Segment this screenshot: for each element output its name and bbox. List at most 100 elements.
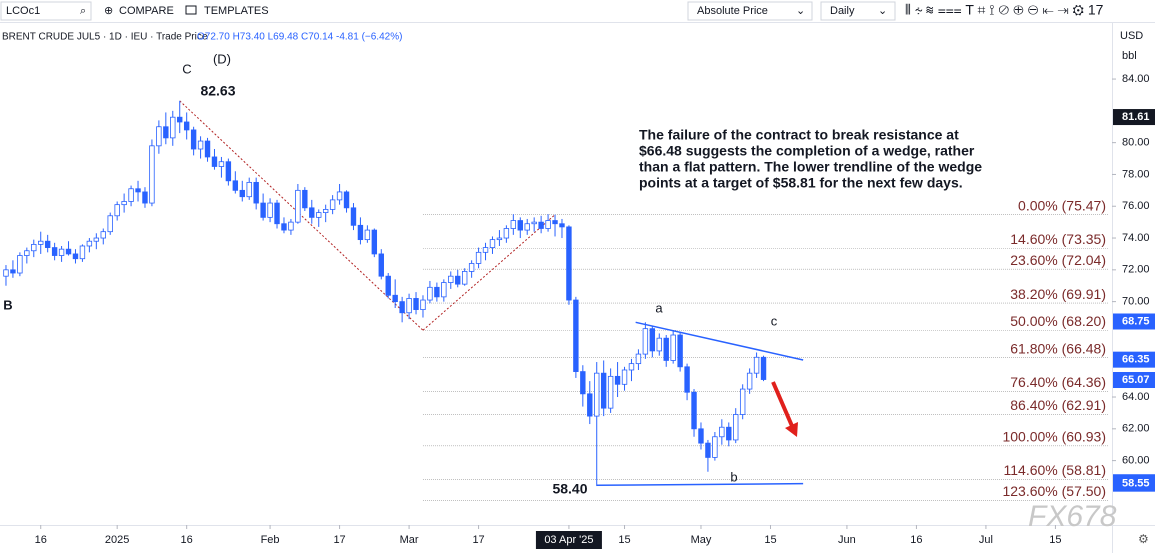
price-annotation: 82.63: [200, 83, 235, 99]
candle-body: [128, 188, 134, 202]
unit[interactable]: bbl: [1122, 50, 1137, 62]
candle-body: [531, 221, 537, 225]
comment-line: than a flat pattern. The lower trendline…: [639, 159, 982, 175]
candle-body: [524, 223, 530, 231]
x-tick-label: May: [691, 534, 712, 546]
y-tick-label: 74.00: [1122, 232, 1150, 244]
comment: The failure of the contract to break res…: [639, 127, 982, 191]
x-tick-label: 16: [910, 534, 922, 546]
wave-label: B: [3, 297, 12, 312]
candle-body: [580, 371, 586, 395]
wave-label: c: [771, 313, 778, 328]
compare-icon[interactable]: ⊕: [104, 5, 113, 17]
price-tag: [1113, 475, 1155, 492]
candle-body: [475, 251, 482, 264]
y-tick-label: 84.00: [1122, 73, 1150, 85]
interval[interactable]: Daily: [830, 5, 855, 17]
price-annotation: 58.40: [552, 481, 587, 497]
candle-body: [163, 126, 169, 139]
comment-line: The failure of the contract to break res…: [639, 127, 959, 143]
x-tick-label: 15: [764, 534, 776, 546]
tool-icons[interactable]: ⫴ ∻ ≋ ⩶ T ⌗ ⟟ ⊘ ⊕ ⊖ ⇤ ⇥ ⚙ 17: [905, 2, 1104, 18]
candle-body: [79, 245, 86, 260]
price-tag: [1113, 372, 1155, 389]
candle-body: [302, 189, 308, 209]
candle-body: [510, 220, 517, 229]
trendline: [179, 100, 424, 331]
candle-body: [420, 299, 426, 310]
price-tag: [1113, 313, 1155, 330]
fib-label: 38.20% (69.91): [1010, 286, 1106, 302]
comment-line: points at a target of $58.81 for the nex…: [639, 175, 963, 191]
fib-label: 0.00% (75.47): [1018, 197, 1106, 213]
wave-label: C: [182, 61, 191, 76]
candle-body: [448, 275, 454, 283]
x-crosshair-box: [535, 531, 602, 549]
candle-body: [517, 220, 523, 231]
candle-body: [733, 414, 739, 441]
candle-body: [239, 189, 245, 198]
x-tick-label: Jul: [979, 534, 993, 546]
settings-icon[interactable]: ⚙: [1138, 532, 1149, 546]
candle-body: [628, 363, 635, 371]
legend-values: O72.70 H73.40 L69.48 C70.14 -4.81 (−6.42…: [197, 32, 402, 43]
candle-body: [413, 298, 419, 310]
templates[interactable]: TEMPLATES: [204, 5, 269, 17]
candle-body: [149, 145, 155, 204]
wave-label: a: [655, 300, 663, 315]
candle-body: [594, 372, 600, 417]
candle-body: [309, 207, 315, 218]
candle-body: [322, 209, 329, 213]
templates-icon[interactable]: [185, 5, 197, 15]
interval-box[interactable]: [820, 1, 896, 21]
currency[interactable]: USD: [1120, 30, 1143, 42]
y-tick-label: 60.00: [1122, 455, 1150, 467]
fib-label: 114.60% (58.81): [1004, 462, 1106, 478]
scale-box[interactable]: [687, 1, 813, 21]
dropdown[interactable]: ⌄: [796, 5, 805, 17]
x-tick-label: Feb: [261, 534, 280, 546]
watermark: FX678: [1028, 500, 1117, 533]
candle-body: [364, 229, 371, 241]
x-tick-label: 15: [1049, 534, 1061, 546]
candle-body: [288, 221, 294, 231]
arrow: [771, 381, 794, 427]
x-tick-label: 2025: [105, 534, 129, 546]
candle-body: [739, 388, 746, 415]
y-tick-label: 62.00: [1122, 423, 1150, 435]
candle-body: [538, 221, 544, 229]
candle-body: [86, 240, 93, 247]
symbol[interactable]: LCOc1: [6, 5, 40, 17]
x-tick-label: 17: [333, 534, 345, 546]
candle-body: [10, 269, 16, 274]
candle-body: [350, 207, 357, 226]
candle-body: [267, 202, 273, 218]
candle-body: [316, 212, 322, 218]
fib-label: 61.80% (66.48): [1010, 340, 1106, 356]
candle-body: [183, 121, 190, 131]
fib-label: 123.60% (57.50): [1002, 483, 1106, 499]
compare[interactable]: COMPARE: [119, 5, 174, 17]
wave-label: (D): [213, 51, 231, 66]
search-icon[interactable]: ⌕: [80, 5, 86, 17]
candle-body: [600, 372, 607, 409]
candle-body: [51, 247, 58, 256]
scale[interactable]: Absolute Price: [697, 5, 768, 17]
candle-body: [3, 269, 9, 277]
candle-body: [107, 215, 113, 233]
candle-body: [38, 240, 44, 245]
candle-body: [406, 298, 412, 314]
candle-body: [197, 140, 204, 150]
candle-body: [573, 299, 579, 372]
price-tag-label: 65.07: [1122, 374, 1150, 386]
candle-body: [482, 247, 489, 253]
candle-body: [712, 436, 718, 458]
symbol-box[interactable]: [0, 1, 92, 21]
candle-body: [44, 240, 51, 248]
price-tag-label: 58.55: [1122, 478, 1150, 490]
fib-label: 100.00% (60.93): [1002, 429, 1106, 445]
fib-label: 23.60% (72.04): [1010, 252, 1106, 268]
x-tick-label: Jun: [838, 534, 856, 546]
candle-body: [545, 220, 551, 229]
dropdown[interactable]: ⌄: [878, 5, 887, 17]
